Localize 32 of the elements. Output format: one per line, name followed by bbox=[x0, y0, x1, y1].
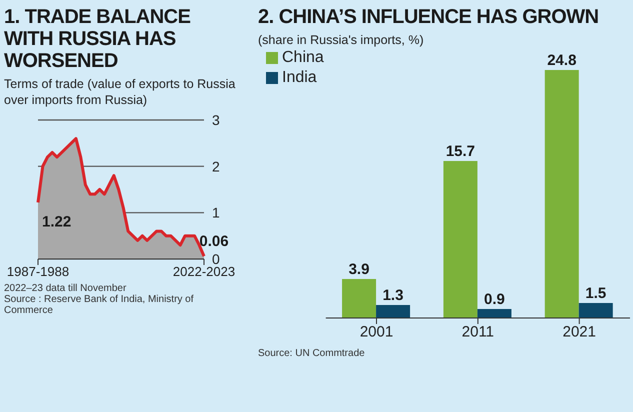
y-tick-label: 2 bbox=[212, 158, 220, 174]
x-tick-label: 2001 bbox=[360, 324, 394, 341]
source-note: Source : Reserve Bank of India, Ministry of Commerce bbox=[4, 294, 195, 316]
data-label: 1.3 bbox=[382, 287, 404, 304]
y-tick-label: 0 bbox=[212, 250, 220, 267]
text: 2022–23 data till November bbox=[4, 283, 128, 294]
chart-title: 2. CHINA’S INFLUENCE HAS GROWN bbox=[258, 6, 600, 28]
data-label: 3.9 bbox=[348, 261, 370, 278]
x-tick-label: 2022-2023 bbox=[172, 264, 236, 280]
data-label: 24.8 bbox=[547, 52, 576, 69]
data-label: 0.9 bbox=[484, 291, 505, 308]
x-tick-label: 2021 bbox=[562, 324, 596, 341]
x-tick-label: 2011 bbox=[462, 324, 494, 341]
chart-subtitle: Terms of trade (value of exports to Russia over imports from Russia) bbox=[4, 76, 236, 108]
bar bbox=[477, 309, 512, 318]
data-label: 1.22 bbox=[42, 213, 72, 230]
chart-title: 1. TRADE BALANCE WITH RUSSIA HAS WORSENED bbox=[4, 6, 192, 72]
data-label: 1.5 bbox=[585, 285, 606, 302]
bar bbox=[342, 279, 376, 318]
bar bbox=[376, 305, 410, 318]
bar bbox=[544, 70, 579, 318]
source-note: Source: UN Commtrade bbox=[258, 348, 366, 359]
data-label: 15.7 bbox=[446, 143, 476, 160]
legend-label: India bbox=[282, 69, 317, 86]
bar bbox=[443, 161, 478, 318]
chart-subtitle: (share in Russia's imports, %) bbox=[258, 32, 425, 48]
data-label: 0.06 bbox=[199, 233, 229, 250]
bar bbox=[578, 303, 613, 318]
x-tick-label: 1987-1988 bbox=[6, 264, 70, 280]
y-tick-label: 3 bbox=[212, 112, 220, 128]
y-tick-label: 1 bbox=[212, 204, 220, 221]
legend-label: China bbox=[282, 49, 324, 66]
